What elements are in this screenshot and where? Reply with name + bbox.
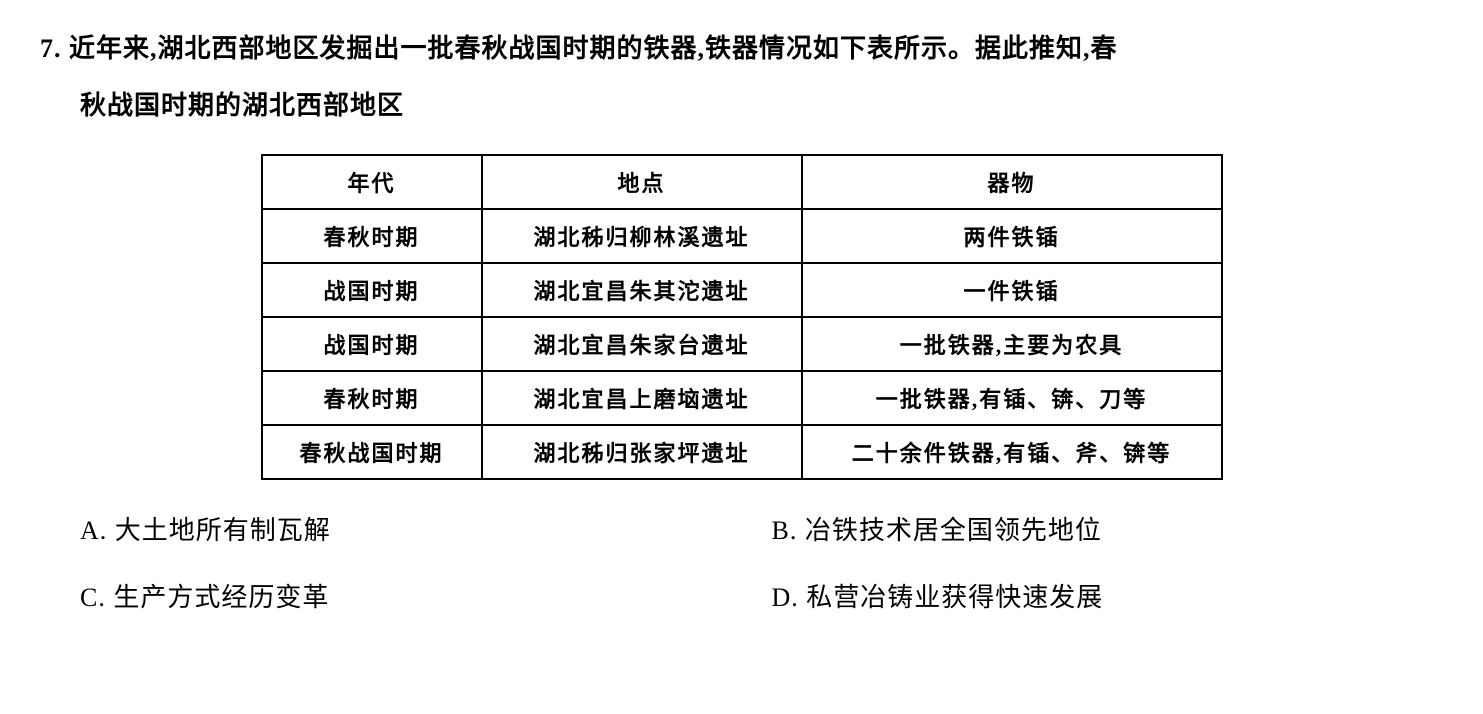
cell-location: 湖北秭归张家坪遗址 <box>482 425 802 479</box>
data-table-container: 年代 地点 器物 春秋时期 湖北秭归柳林溪遗址 两件铁锸 战国时期 湖北宜昌朱其… <box>40 154 1443 480</box>
cell-era: 春秋时期 <box>262 209 482 263</box>
table-row: 战国时期 湖北宜昌朱家台遗址 一批铁器,主要为农具 <box>262 317 1222 371</box>
cell-artifact: 二十余件铁器,有锸、斧、锛等 <box>802 425 1222 479</box>
header-location: 地点 <box>482 155 802 209</box>
cell-artifact: 一批铁器,主要为农具 <box>802 317 1222 371</box>
question-line2: 秋战国时期的湖北西部地区 <box>40 77 1443 134</box>
cell-location: 湖北宜昌朱其沱遗址 <box>482 263 802 317</box>
cell-location: 湖北宜昌朱家台遗址 <box>482 317 802 371</box>
answer-options: A. 大土地所有制瓦解 B. 冶铁技术居全国领先地位 C. 生产方式经历变革 D… <box>40 510 1443 614</box>
cell-era: 春秋时期 <box>262 371 482 425</box>
table-row: 春秋时期 湖北宜昌上磨垴遗址 一批铁器,有锸、锛、刀等 <box>262 371 1222 425</box>
option-d[interactable]: D. 私营冶铸业获得快速发展 <box>772 577 1444 614</box>
artifact-table: 年代 地点 器物 春秋时期 湖北秭归柳林溪遗址 两件铁锸 战国时期 湖北宜昌朱其… <box>261 154 1223 480</box>
option-b[interactable]: B. 冶铁技术居全国领先地位 <box>772 510 1444 547</box>
header-artifact: 器物 <box>802 155 1222 209</box>
header-era: 年代 <box>262 155 482 209</box>
table-header-row: 年代 地点 器物 <box>262 155 1222 209</box>
cell-era: 春秋战国时期 <box>262 425 482 479</box>
question-stem: 7. 近年来,湖北西部地区发掘出一批春秋战国时期的铁器,铁器情况如下表所示。据此… <box>40 20 1443 134</box>
question-line1: 7. 近年来,湖北西部地区发掘出一批春秋战国时期的铁器,铁器情况如下表所示。据此… <box>40 20 1443 77</box>
table-row: 战国时期 湖北宜昌朱其沱遗址 一件铁锸 <box>262 263 1222 317</box>
cell-artifact: 一批铁器,有锸、锛、刀等 <box>802 371 1222 425</box>
option-c[interactable]: C. 生产方式经历变革 <box>80 577 752 614</box>
cell-artifact: 两件铁锸 <box>802 209 1222 263</box>
table-row: 春秋时期 湖北秭归柳林溪遗址 两件铁锸 <box>262 209 1222 263</box>
cell-artifact: 一件铁锸 <box>802 263 1222 317</box>
table-row: 春秋战国时期 湖北秭归张家坪遗址 二十余件铁器,有锸、斧、锛等 <box>262 425 1222 479</box>
cell-era: 战国时期 <box>262 263 482 317</box>
option-a[interactable]: A. 大土地所有制瓦解 <box>80 510 752 547</box>
cell-location: 湖北秭归柳林溪遗址 <box>482 209 802 263</box>
cell-location: 湖北宜昌上磨垴遗址 <box>482 371 802 425</box>
cell-era: 战国时期 <box>262 317 482 371</box>
